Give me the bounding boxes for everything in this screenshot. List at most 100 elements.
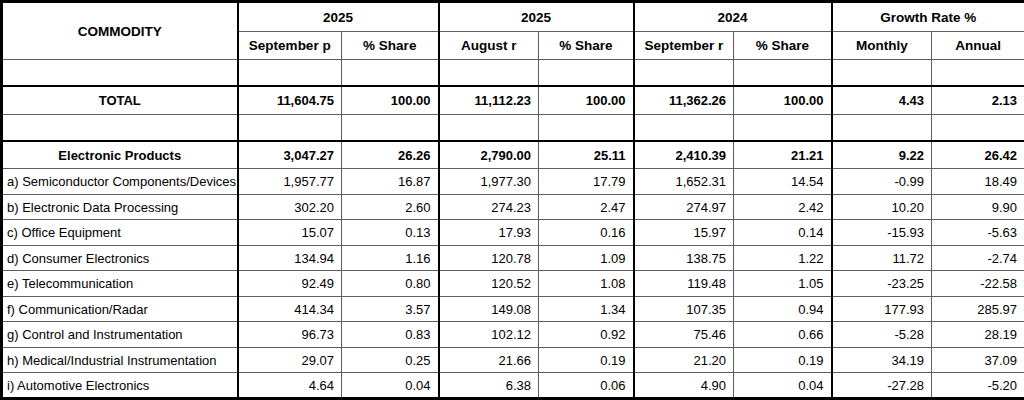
table-row: g) Control and Instrumentation96.730.831… — [2, 322, 1024, 348]
row-label-cell: a) Semiconductor Components/Devices — [2, 169, 238, 195]
row-label-cell: i) Automotive Electronics — [2, 373, 238, 399]
value-cell — [539, 60, 634, 87]
row-label-cell: Electronic Products — [2, 141, 238, 169]
value-cell: 3.57 — [342, 296, 439, 322]
value-cell: 4.90 — [634, 373, 734, 399]
value-cell: 4.43 — [832, 86, 932, 115]
value-cell: 177.93 — [832, 296, 932, 322]
value-cell: 4.64 — [238, 373, 342, 399]
growth-rate-group-header: Growth Rate % — [832, 2, 1024, 32]
value-cell — [634, 60, 734, 87]
value-cell: 414.34 — [238, 296, 342, 322]
row-label-cell: g) Control and Instrumentation — [2, 322, 238, 348]
value-cell: 0.83 — [342, 322, 439, 348]
value-cell: 21.21 — [734, 141, 832, 169]
value-cell: 0.04 — [734, 373, 832, 399]
subcolumn-header: % Share — [539, 32, 634, 60]
value-cell: 14.54 — [734, 169, 832, 195]
value-cell: 100.00 — [734, 86, 832, 115]
value-cell — [832, 60, 932, 87]
value-cell: 274.23 — [439, 194, 539, 220]
value-cell: 120.52 — [439, 271, 539, 297]
table-row: e) Telecommunication92.490.80120.521.081… — [2, 271, 1024, 297]
subcolumn-header: September p — [238, 32, 342, 60]
value-cell — [832, 115, 932, 142]
value-cell: 100.00 — [342, 86, 439, 115]
value-cell: 2.13 — [932, 86, 1024, 115]
table-row: h) Medical/Industrial Instrumentation29.… — [2, 347, 1024, 373]
value-cell: 26.42 — [932, 141, 1024, 169]
row-label-cell — [2, 60, 238, 87]
value-cell: 107.35 — [634, 296, 734, 322]
row-label-cell: h) Medical/Industrial Instrumentation — [2, 347, 238, 373]
value-cell: 15.97 — [634, 220, 734, 246]
table-row: Electronic Products3,047.2726.262,790.00… — [2, 141, 1024, 169]
value-cell: 0.92 — [539, 322, 634, 348]
value-cell: 17.79 — [539, 169, 634, 195]
value-cell: -5.28 — [832, 322, 932, 348]
value-cell: 2.47 — [539, 194, 634, 220]
value-cell: 75.46 — [634, 322, 734, 348]
table-row: c) Office Equipment15.070.1317.930.1615.… — [2, 220, 1024, 246]
table-row: d) Consumer Electronics134.941.16120.781… — [2, 245, 1024, 271]
value-cell: -5.63 — [932, 220, 1024, 246]
value-cell: 1,977.30 — [439, 169, 539, 195]
commodity-column-header: COMMODITY — [2, 2, 238, 60]
row-label-cell: d) Consumer Electronics — [2, 245, 238, 271]
spacer-row — [2, 115, 1024, 142]
row-label-cell: b) Electronic Data Processing — [2, 194, 238, 220]
value-cell: 0.25 — [342, 347, 439, 373]
value-cell: 0.04 — [342, 373, 439, 399]
value-cell: 26.26 — [342, 141, 439, 169]
year-group-header: 2024 — [634, 2, 832, 32]
value-cell: 1.22 — [734, 245, 832, 271]
spacer-row — [2, 60, 1024, 87]
value-cell: 29.07 — [238, 347, 342, 373]
value-cell — [238, 60, 342, 87]
value-cell: 21.66 — [439, 347, 539, 373]
value-cell: 0.80 — [342, 271, 439, 297]
value-cell: 149.08 — [439, 296, 539, 322]
value-cell: -15.93 — [832, 220, 932, 246]
value-cell: 28.19 — [932, 322, 1024, 348]
value-cell: 2.42 — [734, 194, 832, 220]
value-cell: -22.58 — [932, 271, 1024, 297]
value-cell: 1,957.77 — [238, 169, 342, 195]
value-cell — [932, 60, 1024, 87]
row-label-cell: f) Communication/Radar — [2, 296, 238, 322]
value-cell: 1.08 — [539, 271, 634, 297]
value-cell: -27.28 — [832, 373, 932, 399]
value-cell: 138.75 — [634, 245, 734, 271]
value-cell: 16.87 — [342, 169, 439, 195]
value-cell: 0.94 — [734, 296, 832, 322]
table-row: f) Communication/Radar414.343.57149.081.… — [2, 296, 1024, 322]
table-row: TOTAL11,604.75100.0011,112.23100.0011,36… — [2, 86, 1024, 115]
value-cell: 0.14 — [734, 220, 832, 246]
table-row: i) Automotive Electronics4.640.046.380.0… — [2, 373, 1024, 399]
value-cell: -5.20 — [932, 373, 1024, 399]
value-cell: 17.93 — [439, 220, 539, 246]
value-cell: -23.25 — [832, 271, 932, 297]
value-cell: 37.09 — [932, 347, 1024, 373]
value-cell: 21.20 — [634, 347, 734, 373]
value-cell: 11.72 — [832, 245, 932, 271]
value-cell: 1.34 — [539, 296, 634, 322]
row-label-cell: c) Office Equipment — [2, 220, 238, 246]
value-cell — [238, 115, 342, 142]
subcolumn-header: September r — [634, 32, 734, 60]
value-cell: 15.07 — [238, 220, 342, 246]
year-group-header: 2025 — [439, 2, 634, 32]
value-cell: 6.38 — [439, 373, 539, 399]
value-cell: -0.99 — [832, 169, 932, 195]
value-cell: 0.16 — [539, 220, 634, 246]
value-cell — [734, 60, 832, 87]
value-cell: 96.73 — [238, 322, 342, 348]
value-cell: 100.00 — [539, 86, 634, 115]
table-header: COMMODITY 2025 2025 2024 Growth Rate % S… — [2, 2, 1024, 60]
value-cell: 11,362.26 — [634, 86, 734, 115]
value-cell — [539, 115, 634, 142]
subcolumn-header: % Share — [342, 32, 439, 60]
value-cell: 2,410.39 — [634, 141, 734, 169]
value-cell: 1.09 — [539, 245, 634, 271]
value-cell — [734, 115, 832, 142]
